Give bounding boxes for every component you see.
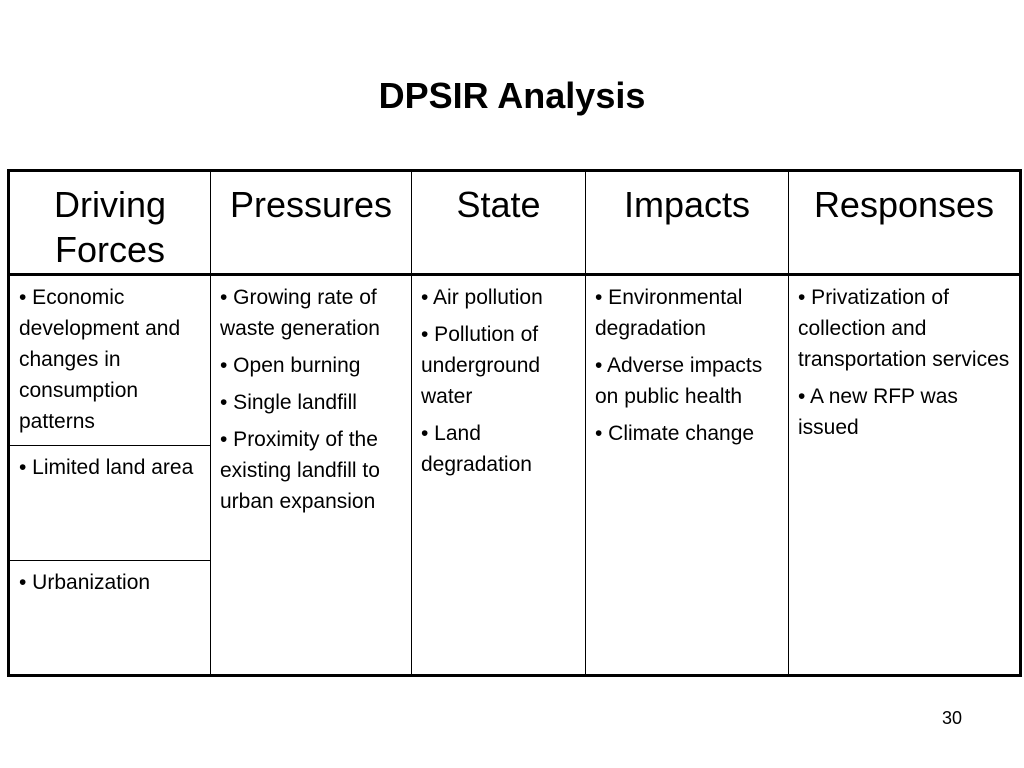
impact-item: • Climate change bbox=[595, 422, 755, 446]
header-responses: Responses bbox=[788, 169, 1021, 277]
response-item: • Privatization of collection and transp… bbox=[798, 286, 1010, 372]
response-item: • A new RFP was issued bbox=[798, 385, 958, 440]
pressure-item: • Open burning bbox=[220, 354, 361, 378]
table-row: • Limited land area bbox=[8, 445, 1021, 561]
page-number: 30 bbox=[941, 708, 962, 728]
header-driving-forces-line2: Forces bbox=[54, 229, 166, 270]
driving-forces-cell-1: • Economic development and changes in co… bbox=[8, 274, 211, 447]
header-state: State bbox=[411, 169, 586, 277]
pressure-item: • Proximity of the existing landfill to … bbox=[220, 428, 380, 514]
dpsir-table: Driving Forces Pressures State Impacts R… bbox=[7, 169, 1022, 677]
driving-forces-cell-2: • Limited land area bbox=[8, 445, 211, 561]
driving-force-item: • Limited land area bbox=[19, 456, 194, 480]
header-pressures: Pressures bbox=[210, 169, 412, 277]
driving-forces-cell-3: • Urbanization bbox=[8, 559, 211, 677]
pressure-item: • Growing rate of waste generation bbox=[220, 286, 380, 341]
header-driving-forces: Driving Forces bbox=[8, 169, 211, 277]
driving-force-item: • Economic development and changes in co… bbox=[19, 286, 181, 434]
table-row: • Urbanization bbox=[8, 559, 1021, 677]
impact-item: • Adverse impacts on public health bbox=[595, 354, 763, 409]
header-impacts: Impacts bbox=[585, 169, 789, 277]
state-item: • Pollution of underground water bbox=[421, 323, 541, 409]
table-row: • Economic development and changes in co… bbox=[8, 274, 1021, 676]
state-item: • Air pollution bbox=[421, 286, 543, 310]
impacts-cell: • Environmental degradation • Adverse im… bbox=[585, 274, 789, 676]
pressure-item: • Single landfill bbox=[220, 391, 357, 415]
impact-item: • Environmental degradation bbox=[595, 286, 743, 341]
driving-force-item: • Urbanization bbox=[19, 570, 151, 594]
responses-cell: • Privatization of collection and transp… bbox=[788, 274, 1021, 676]
state-item: • Land degradation bbox=[421, 422, 532, 477]
header-driving-forces-line1: Driving bbox=[53, 184, 167, 225]
table-header-row: Driving Forces Pressures State Impacts R… bbox=[8, 169, 1021, 277]
slide-title: DPSIR Analysis bbox=[378, 75, 646, 116]
state-cell: • Air pollution • Pollution of undergrou… bbox=[411, 274, 586, 676]
pressures-cell: • Growing rate of waste generation • Ope… bbox=[210, 274, 412, 676]
